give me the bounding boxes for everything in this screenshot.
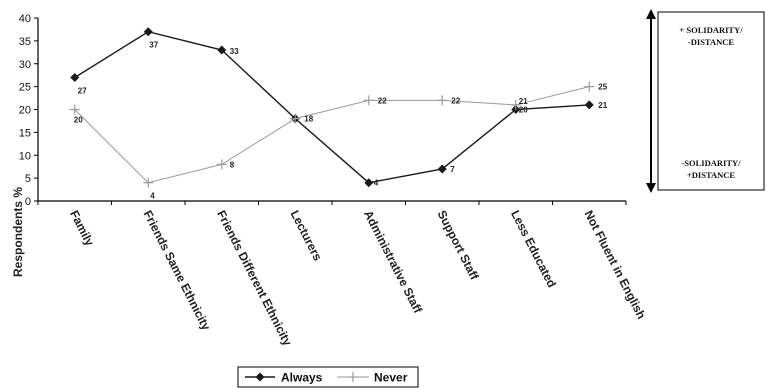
y-tick-label: 5 <box>25 173 31 185</box>
legend-marker-never <box>348 372 358 382</box>
series-line-always <box>74 30 590 184</box>
x-category-label: Administrative Staff <box>361 208 425 316</box>
point-always <box>70 72 80 82</box>
data-label-never: 21 <box>519 97 528 106</box>
y-tick-label: 20 <box>19 105 31 117</box>
legend-marker-always <box>255 372 265 382</box>
y-tick-label: 35 <box>19 36 31 48</box>
x-category-label: Lecturers <box>288 208 325 263</box>
point-always <box>584 100 594 110</box>
data-label-always: 7 <box>450 165 455 174</box>
data-label-never: 4 <box>150 192 155 201</box>
y-tick-label: 15 <box>19 127 31 139</box>
data-label-never: 20 <box>74 116 83 125</box>
point-always <box>217 45 227 55</box>
x-category-label: Less Educated <box>508 208 559 290</box>
data-label-never: 22 <box>451 96 460 105</box>
x-categories: Family Friends Same Ethnicity Friends Diff… <box>67 208 648 348</box>
point-never <box>290 113 301 124</box>
point-never <box>363 95 374 106</box>
series-line-never <box>74 86 590 184</box>
data-label-always: 27 <box>78 86 87 95</box>
data-label-always: 21 <box>598 101 607 110</box>
x-category-label: Friends Same Ethnicity <box>141 208 214 333</box>
scale-arrow-head-up <box>646 9 656 19</box>
point-always <box>437 164 447 174</box>
scale-bottom-line-1: -SOLIDARITY/ <box>681 158 741 168</box>
y-axis-label: Respondents % <box>11 187 25 277</box>
x-category-label: Friends Different Ethnicity <box>214 208 295 348</box>
scale-top-line-1: + SOLIDARITY/ <box>679 25 743 35</box>
x-category-label: Family <box>67 208 97 249</box>
point-never <box>216 159 227 170</box>
data-label-always: 37 <box>149 41 158 50</box>
point-never <box>143 177 154 188</box>
legend: Always Never <box>237 366 419 388</box>
data-label-always: 33 <box>230 47 239 56</box>
point-never <box>584 81 595 92</box>
data-label-never: 8 <box>230 160 235 169</box>
scale-top-line-2: -DISTANCE <box>688 37 734 47</box>
data-label-never: 18 <box>304 115 313 124</box>
point-never <box>69 104 80 115</box>
y-tick-label: 0 <box>25 196 31 208</box>
scale-arrow-head-down <box>646 183 656 193</box>
data-label-always: 4 <box>374 179 379 188</box>
legend-label-always: Always <box>281 371 323 385</box>
scale-box <box>657 11 765 191</box>
y-ticks: 0 5 10 15 20 25 30 35 40 <box>19 13 38 208</box>
x-category-label: Not Fluent in English <box>582 208 649 321</box>
y-tick-label: 30 <box>19 59 31 71</box>
x-category-label: Support Staff <box>435 208 482 283</box>
point-always <box>143 27 153 37</box>
solidarity-distance-scale: + SOLIDARITY/ -DISTANCE -SOLIDARITY/ +DI… <box>646 9 765 193</box>
y-tick-label: 25 <box>19 82 31 94</box>
data-label-never: 25 <box>598 83 607 92</box>
y-tick-label: 40 <box>19 13 31 25</box>
point-never <box>510 99 521 110</box>
point-never <box>437 95 448 106</box>
series <box>69 27 595 188</box>
legend-label-never: Never <box>374 371 408 385</box>
point-always <box>364 178 374 188</box>
legend-box <box>237 366 419 388</box>
y-tick-label: 10 <box>19 150 31 162</box>
scale-bottom-line-2: +DISTANCE <box>687 170 735 180</box>
data-label-never: 22 <box>378 96 387 105</box>
data-label-always: 20 <box>519 106 528 115</box>
